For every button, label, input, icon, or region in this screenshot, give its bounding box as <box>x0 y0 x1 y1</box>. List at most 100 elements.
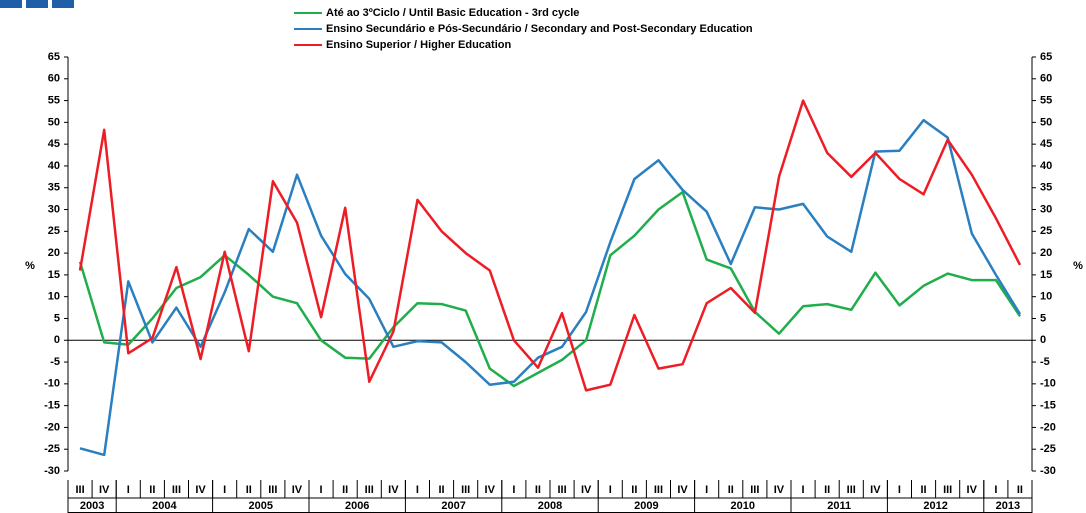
y-tick-label: 30 <box>48 203 60 215</box>
logo <box>26 0 48 8</box>
legend-label: Ensino Superior / Higher Education <box>326 39 511 51</box>
x-tick-label: I <box>898 484 901 496</box>
x-tick-label: III <box>75 484 84 496</box>
x-tick-label: II <box>149 484 155 496</box>
x-tick-label: III <box>654 484 663 496</box>
y-tick-label: -25 <box>44 443 60 455</box>
y2-tick-label: 10 <box>1040 291 1052 303</box>
y-tick-label: 65 <box>48 51 60 63</box>
x-tick-label: II <box>438 484 444 496</box>
x-tick-label: IV <box>485 484 496 496</box>
year-label: 2009 <box>634 500 658 512</box>
y2-tick-label: 15 <box>1040 269 1052 281</box>
x-tick-label: II <box>824 484 830 496</box>
y2-tick-label: 20 <box>1040 247 1052 259</box>
x-tick-label: IV <box>581 484 592 496</box>
x-tick-label: IV <box>677 484 688 496</box>
year-label: 2007 <box>441 500 465 512</box>
y-tick-label: -5 <box>50 356 60 368</box>
y-tick-label: 35 <box>48 182 60 194</box>
x-tick-label: II <box>246 484 252 496</box>
x-tick-label: III <box>461 484 470 496</box>
y-tick-label: 50 <box>48 116 60 128</box>
x-tick-label: I <box>512 484 515 496</box>
y2-tick-label: 40 <box>1040 160 1052 172</box>
y-tick-label: 45 <box>48 138 60 150</box>
x-tick-label: II <box>631 484 637 496</box>
year-label: 2013 <box>996 500 1020 512</box>
x-tick-label: IV <box>292 484 303 496</box>
y2-tick-label: -5 <box>1040 356 1050 368</box>
year-label: 2006 <box>345 500 369 512</box>
x-tick-label: III <box>847 484 856 496</box>
year-label: 2004 <box>152 500 177 512</box>
y-tick-label: 40 <box>48 160 60 172</box>
y2-tick-label: 0 <box>1040 334 1046 346</box>
y2-tick-label: 25 <box>1040 225 1052 237</box>
x-tick-label: III <box>172 484 181 496</box>
year-label: 2010 <box>731 500 755 512</box>
x-tick-label: IV <box>195 484 206 496</box>
x-tick-label: IV <box>99 484 110 496</box>
x-tick-label: I <box>802 484 805 496</box>
y2-tick-label: -15 <box>1040 400 1056 412</box>
y2-tick-label: 60 <box>1040 73 1052 85</box>
year-label: 2003 <box>80 500 104 512</box>
y-tick-label: -20 <box>44 421 60 433</box>
series-line <box>78 99 1022 392</box>
y2-axis-label: % <box>1073 260 1083 272</box>
y-axis-label: % <box>25 260 35 272</box>
x-tick-label: I <box>416 484 419 496</box>
year-label: 2012 <box>923 500 947 512</box>
x-tick-label: III <box>557 484 566 496</box>
y-tick-label: -15 <box>44 400 60 412</box>
year-label: 2008 <box>538 500 562 512</box>
y2-tick-label: -10 <box>1040 378 1056 390</box>
series-line <box>79 118 1022 457</box>
y2-tick-label: 50 <box>1040 116 1052 128</box>
y-tick-label: -10 <box>44 378 60 390</box>
y-tick-label: 5 <box>54 312 60 324</box>
y-tick-label: 55 <box>48 94 60 106</box>
y2-tick-label: -20 <box>1040 421 1056 433</box>
y-tick-label: 0 <box>54 334 60 346</box>
y-tick-label: 10 <box>48 291 60 303</box>
x-tick-label: III <box>268 484 277 496</box>
x-tick-label: IV <box>967 484 978 496</box>
x-tick-label: II <box>920 484 926 496</box>
y2-tick-label: 45 <box>1040 138 1052 150</box>
y-tick-label: -30 <box>44 465 60 477</box>
y2-tick-label: 55 <box>1040 94 1052 106</box>
logo <box>0 0 22 8</box>
year-label: 2005 <box>249 500 273 512</box>
y-tick-label: 20 <box>48 247 60 259</box>
y2-tick-label: 5 <box>1040 312 1046 324</box>
y2-tick-label: -25 <box>1040 443 1056 455</box>
y-tick-label: 25 <box>48 225 60 237</box>
y-tick-label: 60 <box>48 73 60 85</box>
logo <box>52 0 74 8</box>
x-tick-label: III <box>365 484 374 496</box>
x-tick-label: I <box>705 484 708 496</box>
x-tick-label: I <box>994 484 997 496</box>
year-label: 2011 <box>827 500 851 512</box>
y2-tick-label: 65 <box>1040 51 1052 63</box>
x-tick-label: I <box>127 484 130 496</box>
x-tick-label: I <box>609 484 612 496</box>
x-tick-label: I <box>320 484 323 496</box>
x-tick-label: III <box>750 484 759 496</box>
x-tick-label: IV <box>870 484 881 496</box>
x-tick-label: IV <box>774 484 785 496</box>
x-tick-label: IV <box>388 484 399 496</box>
x-tick-label: II <box>1017 484 1023 496</box>
y2-tick-label: 35 <box>1040 182 1052 194</box>
x-tick-label: II <box>728 484 734 496</box>
legend-label: Ensino Secundário e Pós-Secundário / Sec… <box>326 23 753 35</box>
series-line <box>78 190 1022 388</box>
y-tick-label: 15 <box>48 269 60 281</box>
x-tick-label: II <box>342 484 348 496</box>
x-tick-label: II <box>535 484 541 496</box>
y2-tick-label: 30 <box>1040 203 1052 215</box>
y2-tick-label: -30 <box>1040 465 1056 477</box>
